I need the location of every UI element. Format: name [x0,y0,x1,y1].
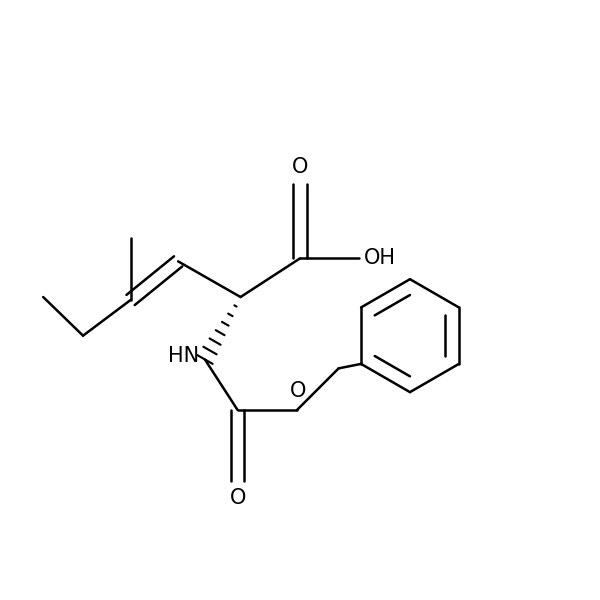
Text: O: O [229,488,246,508]
Text: O: O [290,381,307,401]
Text: HN: HN [168,346,199,367]
Text: O: O [292,157,308,177]
Text: OH: OH [364,248,396,268]
